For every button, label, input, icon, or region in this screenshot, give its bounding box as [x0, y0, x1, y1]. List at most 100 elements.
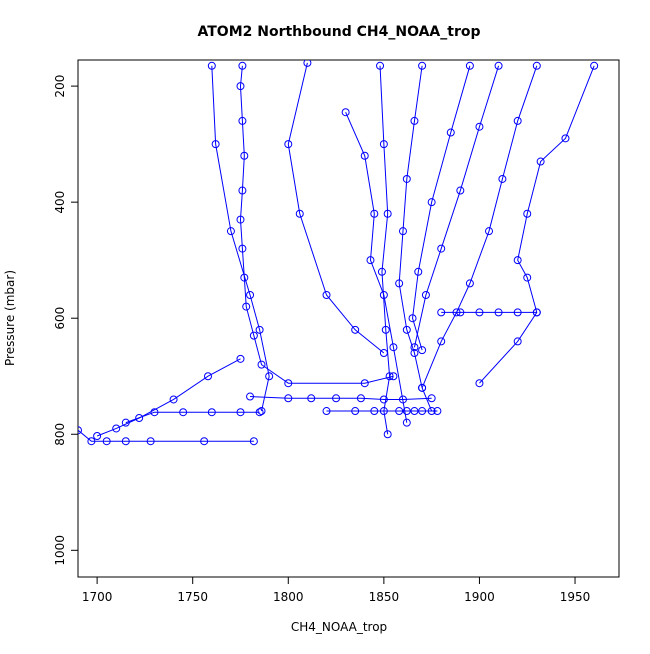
data-point — [238, 61, 247, 70]
profile-line — [287, 62, 385, 354]
data-point — [402, 174, 411, 183]
profile-line — [239, 65, 394, 384]
data-point — [385, 372, 394, 381]
data-point — [236, 82, 245, 91]
data-point — [240, 151, 249, 160]
data-point — [356, 394, 365, 403]
data-point — [418, 383, 427, 392]
data-point — [379, 349, 388, 358]
x-tick-label: 1850 — [369, 590, 400, 604]
data-point — [437, 308, 446, 317]
data-point — [242, 302, 251, 311]
data-point — [169, 395, 178, 404]
data-point — [249, 331, 258, 340]
data-point — [255, 408, 264, 417]
profile-line — [379, 65, 391, 435]
profile-line — [398, 65, 433, 412]
data-point — [284, 140, 293, 149]
y-tick-label: 200 — [53, 75, 67, 98]
data-point — [485, 227, 494, 236]
y-tick-label: 1000 — [53, 535, 67, 566]
data-point — [303, 60, 312, 67]
data-point — [207, 408, 216, 417]
data-point — [379, 140, 388, 149]
profile-line — [421, 65, 538, 389]
x-tick-label: 1900 — [464, 590, 495, 604]
data-point — [395, 407, 404, 416]
data-point — [513, 116, 522, 125]
data-point — [236, 354, 245, 363]
data-point — [523, 209, 532, 218]
data-point — [236, 408, 245, 417]
data-point — [146, 437, 155, 446]
data-point — [437, 337, 446, 346]
data-point — [179, 408, 188, 417]
data-point — [494, 308, 503, 317]
chart-title: ATOM2 Northbound CH4_NOAA_trop — [198, 24, 481, 40]
data-point — [112, 424, 121, 433]
data-point — [446, 128, 455, 137]
data-point — [410, 343, 419, 352]
data-point — [513, 337, 522, 346]
data-point — [475, 379, 484, 388]
data-point — [437, 244, 446, 253]
data-point — [377, 267, 386, 276]
data-point — [402, 418, 411, 427]
data-point — [240, 273, 249, 282]
data-point — [410, 116, 419, 125]
x-tick-label: 1700 — [82, 590, 113, 604]
data-point — [322, 291, 331, 299]
data-point — [465, 61, 474, 70]
data-point — [246, 392, 255, 401]
data-point — [410, 407, 419, 416]
data-point — [475, 308, 484, 317]
x-axis-title: CH4_NOAA_trop — [291, 620, 387, 634]
data-point — [395, 279, 404, 288]
profile-line — [211, 65, 270, 412]
data-point — [255, 325, 264, 334]
data-point — [389, 343, 398, 352]
data-point — [456, 308, 465, 317]
data-point — [370, 209, 379, 218]
data-point — [121, 437, 130, 446]
data-point — [257, 407, 266, 416]
data-point — [498, 174, 507, 183]
data-point — [456, 186, 465, 195]
data-point — [418, 407, 427, 416]
x-tick-label: 1750 — [177, 590, 208, 604]
data-point — [381, 325, 390, 334]
data-point — [590, 61, 599, 70]
data-point — [532, 308, 541, 317]
data-point — [93, 432, 102, 440]
data-point — [200, 437, 209, 446]
data-point — [376, 61, 385, 70]
data-point — [102, 437, 111, 446]
data-point — [410, 349, 419, 358]
data-point — [121, 418, 130, 427]
data-point — [135, 414, 144, 423]
data-point — [465, 279, 474, 288]
data-point — [332, 394, 341, 403]
profile-line — [345, 112, 408, 423]
data-point — [433, 407, 442, 416]
data-point — [226, 227, 235, 236]
plot-area — [78, 60, 599, 446]
data-point — [532, 61, 541, 70]
x-tick-label: 1950 — [560, 590, 591, 604]
data-point — [513, 256, 522, 265]
data-point — [418, 61, 427, 70]
data-point — [341, 108, 350, 117]
data-point — [257, 360, 266, 369]
data-point — [408, 314, 417, 323]
data-point — [284, 394, 293, 403]
data-point — [379, 395, 388, 404]
data-point — [421, 291, 430, 299]
data-point — [211, 140, 220, 149]
data-point — [351, 407, 360, 416]
profile-line — [412, 65, 471, 351]
profile-line — [78, 429, 254, 442]
data-point — [238, 186, 247, 195]
data-point — [402, 325, 411, 334]
